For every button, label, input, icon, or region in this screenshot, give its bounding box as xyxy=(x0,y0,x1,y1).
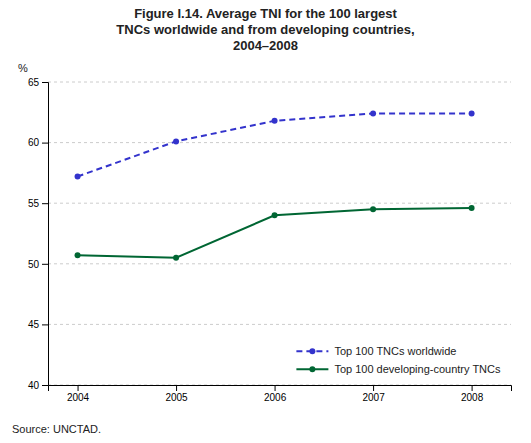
x-tick-mark xyxy=(373,385,374,391)
grid-line xyxy=(48,142,511,143)
y-tick-label: 65 xyxy=(28,77,40,88)
y-tick-mark xyxy=(42,143,48,144)
y-label: % xyxy=(18,62,28,74)
y-tick: 55 xyxy=(28,198,48,209)
y-tick-label: 55 xyxy=(28,198,40,209)
x-axis-line xyxy=(49,386,512,392)
y-tick-mark xyxy=(42,324,48,325)
legend-label: Top 100 TNCs worldwide xyxy=(334,345,456,357)
grid-line xyxy=(48,82,511,83)
x-tick-label: 2004 xyxy=(67,392,90,403)
plot: 2004 2005 2006 2007 2008 40 45 50 55 60 65% Top 100… xyxy=(18,62,512,403)
legend: Top 100 TNCs worldwide Top 100 developing… xyxy=(296,345,501,375)
x-tick: 2006 xyxy=(264,385,287,403)
x-tick-label: 2008 xyxy=(461,392,484,403)
series-point xyxy=(173,138,179,144)
series-point xyxy=(272,118,278,124)
series-point xyxy=(370,206,376,212)
x-tick-label: 2007 xyxy=(362,392,385,403)
source-note: Source: UNCTAD. xyxy=(12,423,101,435)
legend-item: Top 100 developing-country TNCs xyxy=(296,363,501,375)
x-tick: 2007 xyxy=(362,385,385,403)
series-line xyxy=(78,208,472,258)
y-tick-label: 50 xyxy=(28,259,40,270)
series-point xyxy=(75,252,81,258)
series-line xyxy=(78,114,472,177)
x-tick-mark xyxy=(472,385,473,391)
marks xyxy=(75,111,475,261)
x-tick-label: 2005 xyxy=(165,392,188,403)
y-tick: 60 xyxy=(28,137,48,148)
grid-line xyxy=(48,263,511,264)
legend-marker xyxy=(309,348,315,354)
x-tick-mark xyxy=(275,385,276,391)
chart: Figure I.14. Average TNI for the 100 lar… xyxy=(0,0,531,443)
grid xyxy=(48,82,511,385)
x-tick-mark xyxy=(78,385,79,391)
x-tick: 2005 xyxy=(165,385,188,403)
y-tick-mark xyxy=(42,203,48,204)
y-tick-label: 40 xyxy=(28,380,40,391)
y-axis-line xyxy=(42,83,49,386)
y-tick: 65 xyxy=(28,77,48,88)
grid-line xyxy=(48,203,511,204)
y-tick: 45 xyxy=(28,319,48,330)
y-tick-mark xyxy=(42,82,48,83)
grid-line xyxy=(48,324,511,325)
legend-item: Top 100 TNCs worldwide xyxy=(296,345,456,357)
legend-marker xyxy=(309,366,315,372)
title-line: TNCs worldwide and from developing count… xyxy=(116,22,414,37)
series-point xyxy=(469,111,475,117)
y-axis: 40 45 50 55 60 65 xyxy=(28,77,49,391)
y-tick-mark xyxy=(42,264,48,265)
y-tick-label: 45 xyxy=(28,319,40,330)
y-tick-mark xyxy=(42,385,48,386)
title: Figure I.14. Average TNI for the 100 lar… xyxy=(116,6,414,53)
x-tick-label: 2006 xyxy=(264,392,287,403)
x-tick: 2004 xyxy=(67,385,90,403)
y-tick: 50 xyxy=(28,259,48,270)
series-point xyxy=(75,174,81,180)
series-point xyxy=(469,205,475,211)
x-tick-mark xyxy=(176,385,177,391)
series-point xyxy=(370,111,376,117)
y-tick: 40 xyxy=(28,380,48,391)
title-line: 2004–2008 xyxy=(233,38,298,53)
y-tick-label: 60 xyxy=(28,137,40,148)
series-point xyxy=(272,212,278,218)
series-point xyxy=(173,255,179,261)
x-axis: 2004 2005 2006 2007 2008 xyxy=(49,385,512,403)
title-line: Figure I.14. Average TNI for the 100 lar… xyxy=(134,6,397,21)
legend-label: Top 100 developing-country TNCs xyxy=(334,363,501,375)
x-tick: 2008 xyxy=(461,385,484,403)
